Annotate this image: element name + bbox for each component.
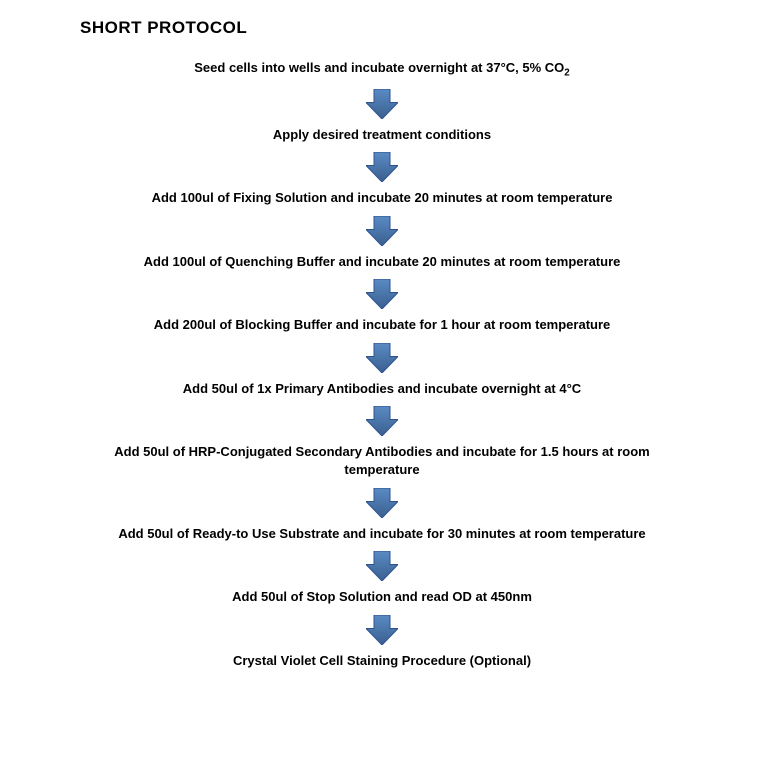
flow-step: Seed cells into wells and incubate overn… [194, 59, 569, 80]
flow-step: Add 100ul of Quenching Buffer and incuba… [144, 253, 621, 271]
down-arrow-icon [366, 152, 398, 182]
down-arrow-icon [366, 615, 398, 645]
flow-step: Apply desired treatment conditions [273, 126, 491, 144]
flow-step: Add 50ul of HRP-Conjugated Secondary Ant… [82, 443, 682, 478]
flow-step: Add 50ul of Stop Solution and read OD at… [232, 588, 532, 606]
down-arrow-icon [366, 551, 398, 581]
down-arrow-icon [366, 343, 398, 373]
down-arrow-icon [366, 488, 398, 518]
flow-step: Add 200ul of Blocking Buffer and incubat… [154, 316, 611, 334]
flow-step: Add 50ul of 1x Primary Antibodies and in… [183, 380, 581, 398]
page-title: SHORT PROTOCOL [80, 18, 724, 38]
flow-step: Crystal Violet Cell Staining Procedure (… [233, 652, 531, 670]
down-arrow-icon [366, 406, 398, 436]
down-arrow-icon [366, 279, 398, 309]
flow-step: Add 50ul of Ready-to Use Substrate and i… [118, 525, 645, 543]
flow-step: Add 100ul of Fixing Solution and incubat… [152, 189, 613, 207]
down-arrow-icon [366, 216, 398, 246]
down-arrow-icon [366, 89, 398, 119]
flowchart-container: Seed cells into wells and incubate overn… [40, 56, 724, 672]
